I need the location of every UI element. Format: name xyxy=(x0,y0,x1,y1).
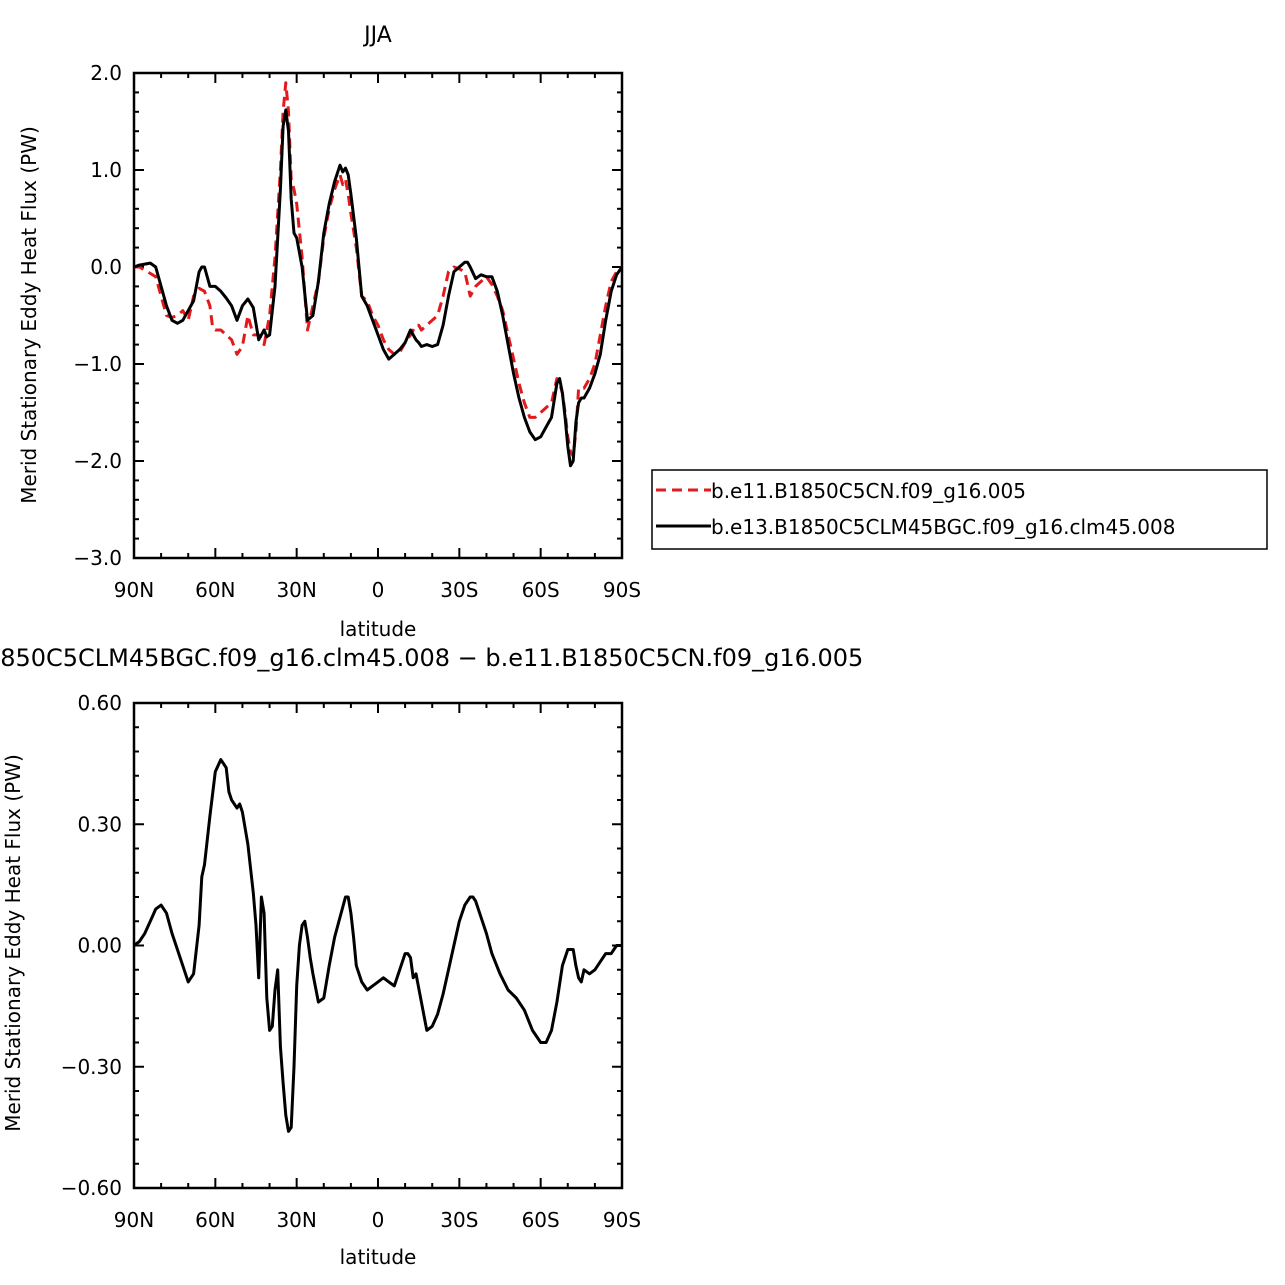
x-tick-label: 60N xyxy=(195,578,235,602)
top-y-axis-label: Merid Stationary Eddy Heat Flux (PW) xyxy=(17,126,41,504)
x-tick-label: 90N xyxy=(114,1208,154,1232)
x-tick-label: 0 xyxy=(372,1208,385,1232)
x-tick-label: 60S xyxy=(522,578,560,602)
y-tick-label: −2.0 xyxy=(73,449,122,473)
legend-label-series-2: b.e13.B1850C5CLM45BGC.f09_g16.clm45.008 xyxy=(711,515,1175,539)
legend-box xyxy=(651,469,1268,550)
bottom-y-axis-label: Merid Stationary Eddy Heat Flux (PW) xyxy=(1,754,25,1132)
x-tick-label: 30N xyxy=(276,578,316,602)
legend-label-series-1: b.e11.B1850C5CN.f09_g16.005 xyxy=(711,479,1026,503)
y-tick-label: −0.30 xyxy=(61,1055,122,1079)
x-tick-label: 30S xyxy=(440,578,478,602)
bottom-chart-title: b.e13.B1850C5CLM45BGC.f09_g16.clm45.008 … xyxy=(0,644,863,672)
legend: b.e11.B1850C5CN.f09_g16.005 b.e13.B1850C… xyxy=(651,469,1268,550)
bottom-panel: b.e13.B1850C5CLM45BGC.f09_g16.clm45.008 … xyxy=(0,644,863,1269)
y-tick-label: 0.30 xyxy=(77,812,122,836)
x-tick-label: 30S xyxy=(440,1208,478,1232)
bottom-plot-area: 90N 60N 30N 0 30S 60S 90S 0.60 0.30 0.00 −0.30 −0.6… xyxy=(61,691,641,1232)
series-line-1 xyxy=(133,758,622,1133)
series-line-2 xyxy=(133,108,624,468)
y-tick-label: 2.0 xyxy=(90,61,122,85)
y-tick-label: 1.0 xyxy=(90,158,122,182)
y-tick-label: −3.0 xyxy=(73,546,122,570)
x-tick-label: 90S xyxy=(603,578,641,602)
y-tick-label: 0.60 xyxy=(77,691,122,715)
x-tick-label: 0 xyxy=(372,578,385,602)
x-tick-label: 90S xyxy=(603,1208,641,1232)
top-x-axis-label: latitude xyxy=(340,617,417,641)
x-tick-label: 60N xyxy=(195,1208,235,1232)
top-panel: JJA 90N 60N 30N 0 30S 60S 90S 2.0 1.0 0.0 −1.0 −2.0… xyxy=(17,23,641,641)
y-tick-label: −0.60 xyxy=(61,1176,122,1200)
y-tick-label: 0.00 xyxy=(77,934,122,958)
top-plot-area: 90N 60N 30N 0 30S 60S 90S 2.0 1.0 0.0 −1.0 −2.0 −3.0 xyxy=(73,61,641,602)
x-tick-label: 90N xyxy=(114,578,154,602)
x-tick-label: 60S xyxy=(522,1208,560,1232)
y-tick-label: 0.0 xyxy=(90,255,122,279)
y-tick-label: −1.0 xyxy=(73,352,122,376)
x-tick-label: 30N xyxy=(276,1208,316,1232)
bottom-x-axis-label: latitude xyxy=(340,1245,417,1269)
top-chart-title: JJA xyxy=(362,23,392,48)
series-line-1 xyxy=(134,81,623,458)
